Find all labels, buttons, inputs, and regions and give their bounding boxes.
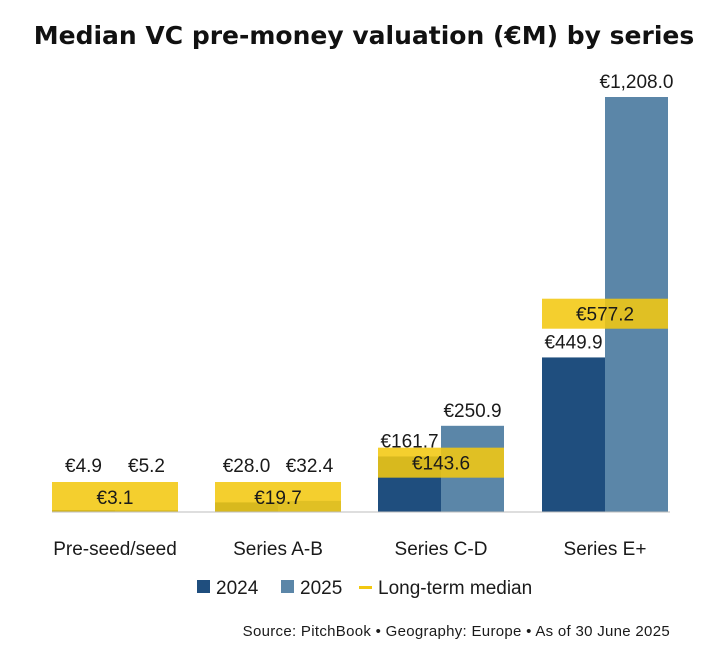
category-label-2: Series A-B (233, 539, 323, 560)
value-label-2025-1: €5.2 (128, 456, 165, 477)
category-labels: Pre-seed/seed Series A-B Series C-D Series … (53, 539, 646, 560)
median-band-2 (215, 482, 341, 512)
legend-swatch-median (359, 586, 372, 589)
median-label-1: €3.1 (97, 488, 134, 509)
median-band-4 (542, 298, 668, 329)
category-label-1: Pre-seed/seed (53, 539, 177, 560)
value-label-2025-4: €1,208.0 (600, 72, 674, 93)
legend: 2024 2025 Long-term median (197, 578, 532, 599)
bar-2024-4 (542, 357, 605, 512)
chart-title: Median VC pre-money valuation (€M) by se… (34, 21, 695, 50)
legend-label-2025: 2025 (300, 578, 342, 599)
median-label-3: €143.6 (412, 454, 470, 475)
median-label-4: €577.2 (576, 305, 634, 326)
median-band-1 (52, 482, 178, 512)
category-label-4: Series E+ (564, 539, 647, 560)
category-label-3: Series C-D (395, 539, 488, 560)
legend-label-2024: 2024 (216, 578, 259, 599)
median-label-2: €19.7 (254, 488, 302, 509)
value-label-2024-3: €161.7 (380, 431, 438, 452)
legend-swatch-2024 (197, 580, 210, 593)
legend-swatch-2025 (281, 580, 294, 593)
value-label-2024-4: €449.9 (544, 332, 602, 353)
value-label-2024-2: €28.0 (223, 456, 271, 477)
source-note: Source: PitchBook • Geography: Europe • … (243, 623, 670, 640)
median-layer (52, 298, 668, 512)
legend-label-median: Long-term median (378, 578, 532, 599)
median-band-3 (378, 447, 504, 478)
value-label-2025-3: €250.9 (443, 401, 501, 422)
value-label-2024-1: €4.9 (65, 456, 102, 477)
value-label-2025-2: €32.4 (286, 456, 334, 477)
labels-layer: €4.9 €5.2 €3.1 €28.0 €32.4 €19.7 €161.7€250.9 €… (65, 72, 673, 509)
